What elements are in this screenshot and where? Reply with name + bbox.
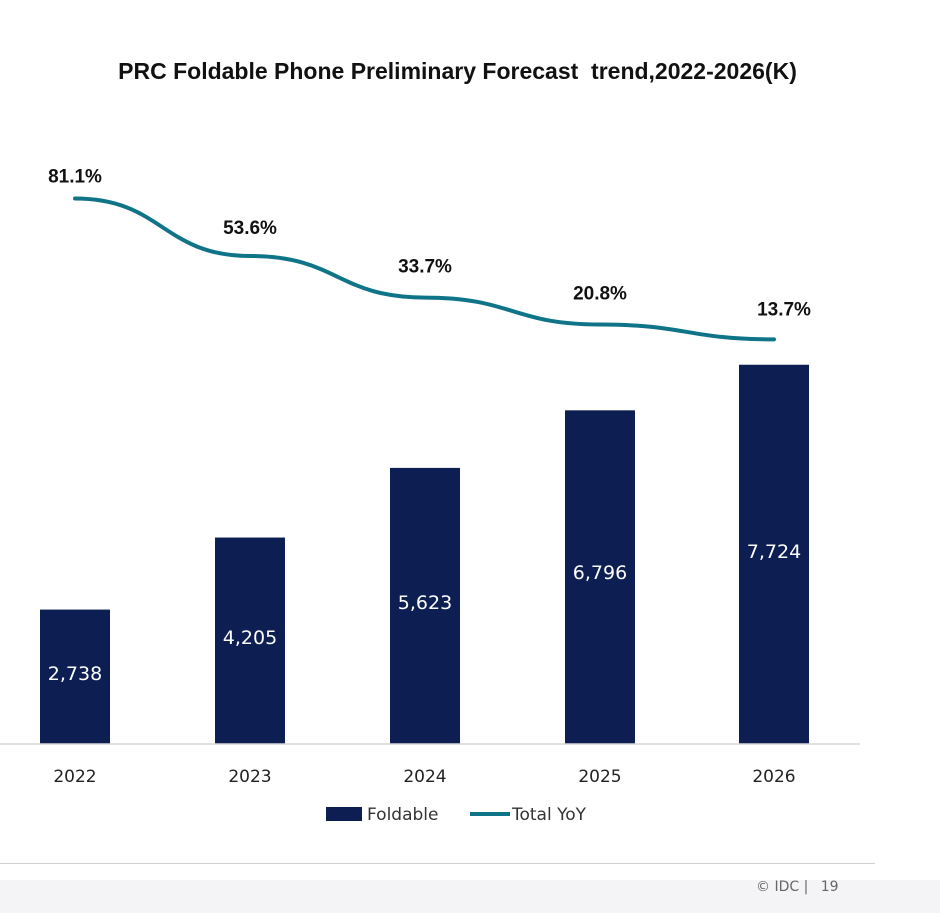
footer-divider	[0, 863, 875, 864]
bar-value-label: 6,796	[573, 562, 627, 584]
bar-value-label: 2,738	[48, 663, 102, 685]
yoy-value-label: 81.1%	[48, 167, 102, 188]
legend-label-yoy: Total YoY	[511, 805, 587, 825]
footer-strip	[0, 880, 940, 913]
bar-value-label: 4,205	[223, 627, 277, 649]
yoy-value-label: 20.8%	[573, 284, 627, 305]
bar-2023	[215, 537, 285, 744]
yoy-series-line	[73, 196, 776, 342]
x-tick-label: 2022	[53, 767, 96, 787]
bar-2026	[739, 364, 809, 744]
legend-label-foldable: Foldable	[367, 805, 438, 825]
chart-canvas: 2,738 4,205 5,623 6,796 7,724 2022 2023 2024 20…	[0, 167, 860, 825]
yoy-value-label: 33.7%	[398, 257, 452, 278]
bar-value-label: 7,724	[747, 541, 801, 563]
yoy-value-label: 13.7%	[757, 299, 811, 320]
x-tick-label: 2025	[578, 767, 621, 787]
footer: © IDC | 19	[756, 879, 847, 895]
chart-title: PRC Foldable Phone Preliminary Forecast …	[118, 58, 797, 84]
x-tick-label: 2024	[403, 767, 446, 787]
bar-value-label: 5,623	[398, 592, 452, 614]
legend-swatch-foldable	[326, 807, 362, 821]
page-number: 19	[820, 879, 839, 895]
bar-2025	[565, 410, 635, 744]
legend: Foldable Total YoY	[326, 805, 587, 825]
x-tick-label: 2026	[752, 767, 795, 787]
yoy-value-label: 53.6%	[223, 218, 277, 239]
bar-2024	[390, 467, 460, 744]
x-tick-label: 2023	[228, 767, 271, 787]
source-label: © IDC |	[756, 879, 809, 895]
bar-2022	[40, 609, 110, 744]
